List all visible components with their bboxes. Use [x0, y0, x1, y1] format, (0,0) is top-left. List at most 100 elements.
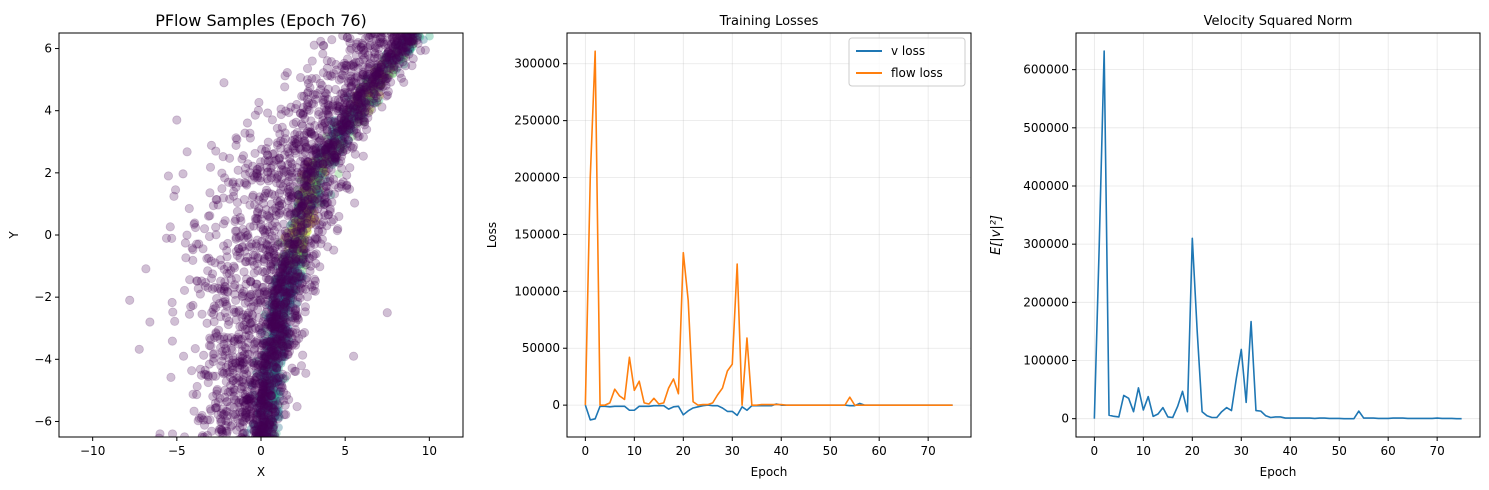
- density-point: [298, 205, 307, 215]
- density-point: [288, 240, 297, 249]
- density-point: [371, 79, 380, 89]
- density-point: [355, 99, 365, 108]
- density-point: [267, 345, 276, 355]
- density-point: [324, 144, 333, 153]
- density-point: [408, 35, 417, 44]
- scatter-point: [250, 110, 260, 120]
- density-point: [272, 338, 281, 348]
- density-point: [259, 373, 269, 382]
- scatter-point: [190, 218, 200, 228]
- density-point: [265, 384, 275, 394]
- density-point: [279, 329, 289, 339]
- density-point: [402, 33, 411, 37]
- density-point: [255, 407, 265, 417]
- scatter-point: [195, 364, 206, 374]
- density-point: [258, 368, 267, 377]
- density-point: [307, 197, 317, 207]
- density-point: [301, 182, 310, 192]
- density-point: [293, 185, 302, 194]
- density-point: [356, 109, 365, 118]
- scatter-point: [304, 105, 314, 116]
- density-point: [259, 400, 268, 409]
- scatter-point: [305, 266, 315, 276]
- scatter-point: [219, 332, 229, 342]
- scatter-point: [250, 148, 260, 159]
- density-point: [264, 385, 273, 394]
- scatter-point: [192, 381, 202, 392]
- density-point: [314, 175, 323, 184]
- density-point: [272, 367, 281, 376]
- density-point: [259, 353, 268, 363]
- scatter-point: [208, 304, 218, 315]
- density-point: [353, 95, 363, 104]
- density-point: [405, 33, 414, 37]
- density-point: [294, 245, 304, 254]
- density-point: [292, 262, 301, 272]
- density-point: [400, 40, 410, 50]
- density-point: [285, 270, 294, 280]
- density-point: [285, 292, 294, 301]
- density-point: [257, 327, 266, 336]
- density-point: [252, 369, 261, 378]
- scatter-title: PFlow Samples (Epoch 76): [155, 11, 367, 30]
- density-point: [326, 157, 335, 167]
- scatter-point: [330, 180, 340, 190]
- density-point: [352, 109, 362, 119]
- density-point: [374, 79, 383, 88]
- scatter-point: [358, 151, 368, 161]
- density-point: [341, 114, 351, 123]
- density-point: [347, 113, 357, 123]
- density-point: [296, 257, 306, 266]
- x-tick-label: 50: [1332, 444, 1347, 458]
- scatter-point: [379, 39, 389, 49]
- density-point: [274, 423, 283, 432]
- density-point: [258, 373, 267, 383]
- x-tick-label: 20: [676, 444, 691, 458]
- density-point: [354, 103, 364, 113]
- density-point: [318, 152, 328, 161]
- density-point: [295, 270, 304, 279]
- density-point: [271, 317, 281, 326]
- scatter-point: [247, 256, 257, 266]
- density-point: [270, 412, 279, 422]
- density-point: [276, 272, 286, 281]
- density-point: [392, 65, 401, 74]
- density-point: [315, 153, 325, 162]
- scatter-point: [382, 308, 392, 318]
- scatter-point: [318, 95, 328, 105]
- density-point: [346, 121, 356, 130]
- density-point: [294, 244, 303, 253]
- density-point: [292, 235, 302, 245]
- scatter-point: [192, 390, 202, 400]
- scatter-point: [287, 363, 297, 373]
- density-point: [343, 92, 352, 101]
- density-point: [312, 163, 321, 172]
- density-point: [388, 52, 397, 62]
- density-point: [425, 33, 434, 41]
- density-point: [266, 395, 275, 404]
- density-point: [373, 98, 382, 108]
- density-point: [270, 290, 279, 300]
- scatter-point: [267, 407, 277, 417]
- scatter-point: [345, 163, 355, 173]
- density-point: [316, 149, 325, 158]
- density-point: [271, 335, 281, 345]
- density-point: [326, 132, 335, 141]
- scatter-point: [258, 316, 268, 327]
- scatter-point: [188, 255, 198, 266]
- scatter-point: [227, 362, 237, 373]
- scatter-point: [278, 137, 288, 147]
- density-point: [263, 389, 272, 399]
- density-point: [267, 315, 276, 324]
- density-point: [301, 195, 310, 205]
- density-point: [273, 309, 282, 319]
- scatter-point: [221, 416, 231, 426]
- scatter-point: [263, 188, 274, 198]
- density-point: [285, 313, 295, 322]
- density-point: [305, 183, 314, 192]
- density-point: [403, 33, 413, 37]
- scatter-point: [240, 227, 250, 237]
- x-tick-label: 0: [582, 444, 590, 458]
- scatter-point: [320, 145, 330, 155]
